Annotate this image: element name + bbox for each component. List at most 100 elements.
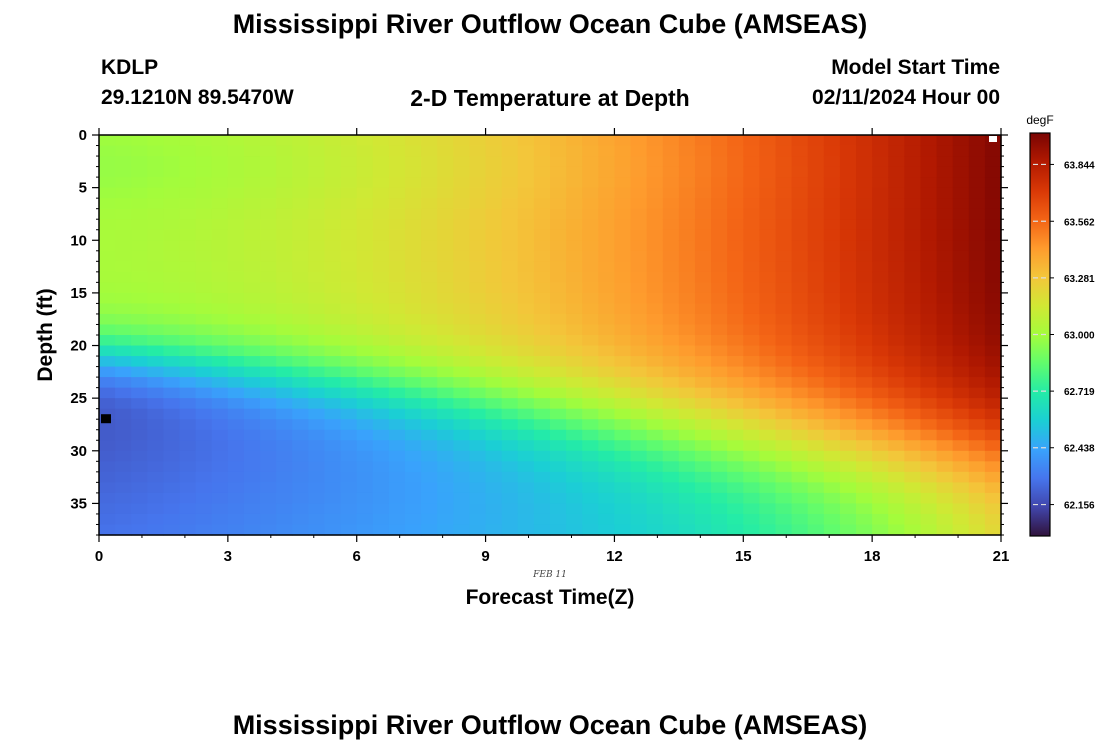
heatmap-cell [195, 282, 213, 294]
heatmap-cell [324, 229, 342, 241]
heatmap-cell [550, 408, 567, 420]
heatmap-cell [678, 303, 696, 315]
heatmap-cell [759, 408, 777, 420]
heatmap-cell [453, 377, 471, 389]
heatmap-cell [501, 303, 519, 315]
heatmap-cell [372, 440, 390, 452]
heatmap-cell [179, 250, 197, 262]
heatmap-cell [791, 450, 809, 462]
heatmap-cell [356, 303, 374, 315]
heatmap-cell [179, 240, 197, 252]
heatmap-cell [260, 156, 277, 168]
heatmap-cell [984, 303, 1002, 315]
heatmap-cell [260, 313, 277, 326]
heatmap-cell [517, 492, 535, 505]
heatmap-cell [920, 366, 938, 378]
heatmap-cell [775, 471, 793, 483]
heatmap-cell [533, 419, 551, 431]
heatmap-cell [195, 482, 213, 494]
heatmap-cell [340, 366, 358, 378]
heatmap-cell [888, 387, 905, 399]
heatmap-cell [501, 250, 519, 262]
heatmap-cell [952, 461, 970, 473]
heatmap-cell [179, 282, 197, 294]
heatmap-cell [920, 324, 938, 336]
y-axis-title: Depth (ft) [34, 288, 57, 381]
heatmap-cell [372, 429, 390, 441]
heatmap-cell [501, 387, 519, 399]
heatmap-cell [598, 471, 616, 483]
heatmap-cell [485, 292, 503, 305]
heatmap-cell [807, 419, 825, 431]
heatmap-cell [678, 492, 696, 505]
heatmap-cell [566, 313, 583, 326]
heatmap-cell [260, 208, 277, 220]
heatmap-cell [984, 398, 1002, 410]
heatmap-cell [485, 482, 503, 494]
heatmap-cell [356, 398, 374, 410]
heatmap-cell [711, 271, 728, 283]
heatmap-cell [227, 135, 245, 147]
heatmap-cell [711, 524, 728, 536]
heatmap-cell [533, 408, 551, 420]
heatmap-cell [276, 419, 293, 431]
heatmap-cell [501, 135, 519, 147]
heatmap-cell [260, 324, 277, 336]
heatmap-cell [839, 408, 857, 420]
heatmap-cell [759, 135, 777, 147]
heatmap-cell [920, 419, 938, 431]
heatmap-cell [388, 377, 406, 389]
heatmap-cell [340, 324, 358, 336]
heatmap-cell [292, 135, 309, 147]
heatmap-cell [598, 440, 616, 452]
heatmap-cell [292, 408, 309, 420]
heatmap-cell [743, 387, 760, 399]
heatmap-cell [211, 398, 229, 410]
heatmap-cell [856, 156, 873, 168]
heatmap-cell [823, 398, 841, 410]
heatmap-cell [856, 345, 873, 357]
heatmap-cell [131, 145, 148, 157]
heatmap-cell [839, 187, 857, 199]
heatmap-cell [243, 419, 261, 431]
heatmap-cell [340, 440, 358, 452]
heatmap-cell [856, 524, 873, 536]
heatmap-cell [694, 313, 712, 326]
heatmap-cell [405, 229, 422, 241]
heatmap-cell [195, 440, 213, 452]
heatmap-cell [952, 166, 970, 178]
heatmap-cell [791, 345, 809, 357]
heatmap-cell [582, 366, 599, 378]
heatmap-cell [566, 366, 583, 378]
heatmap-cell [533, 345, 551, 357]
heatmap-cell [727, 429, 744, 441]
heatmap-cell [533, 377, 551, 389]
heatmap-cell [984, 429, 1002, 441]
heatmap-cell [469, 166, 487, 178]
heatmap-cell [485, 356, 503, 368]
heatmap-cell [405, 313, 422, 326]
heatmap-cell [260, 271, 277, 283]
heatmap-cell [856, 482, 873, 494]
heatmap-cell [823, 208, 841, 220]
heatmap-cell [856, 313, 873, 326]
heatmap-cell [888, 482, 905, 494]
heatmap-cell [920, 503, 938, 515]
heatmap-cell [115, 387, 132, 399]
heatmap-cell [324, 219, 342, 231]
heatmap-cell [227, 377, 245, 389]
heatmap-cell [920, 166, 938, 178]
heatmap-cell [324, 250, 342, 262]
heatmap-cell [662, 229, 680, 241]
heatmap-cell [662, 135, 680, 147]
heatmap-cell [195, 187, 213, 199]
heatmap-cell [630, 492, 648, 505]
heatmap-cell [469, 366, 487, 378]
heatmap-cell [437, 408, 454, 420]
heatmap-cell [243, 482, 261, 494]
heatmap-cell [743, 177, 760, 189]
heatmap-cell [437, 271, 454, 283]
heatmap-cell [99, 356, 116, 368]
heatmap-cell [485, 135, 503, 147]
heatmap-cell [952, 198, 970, 210]
